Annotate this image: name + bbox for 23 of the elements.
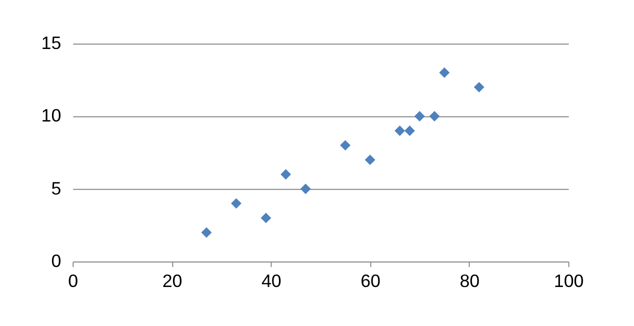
point <box>231 198 242 209</box>
point <box>474 82 484 92</box>
x-tick-label: 80 <box>460 270 480 291</box>
point <box>439 67 450 78</box>
point <box>340 140 350 151</box>
y-tick-label: 5 <box>51 178 62 198</box>
point <box>260 212 272 224</box>
point <box>300 184 311 194</box>
y-tick-label: 10 <box>41 106 62 126</box>
x-tick-label: 40 <box>261 270 282 291</box>
x-tick-label: 100 <box>554 270 584 291</box>
y-tick-label: 0 <box>51 251 62 272</box>
point <box>404 126 415 136</box>
x-tick-label: 0 <box>68 270 78 291</box>
point <box>429 111 440 122</box>
point <box>280 169 292 180</box>
point <box>394 126 406 136</box>
x-tick-label: 20 <box>162 270 182 291</box>
x-tick-label: 60 <box>360 270 381 291</box>
y-tick-label: 15 <box>41 33 62 54</box>
point <box>414 111 425 122</box>
point <box>201 227 212 238</box>
point <box>364 154 376 166</box>
